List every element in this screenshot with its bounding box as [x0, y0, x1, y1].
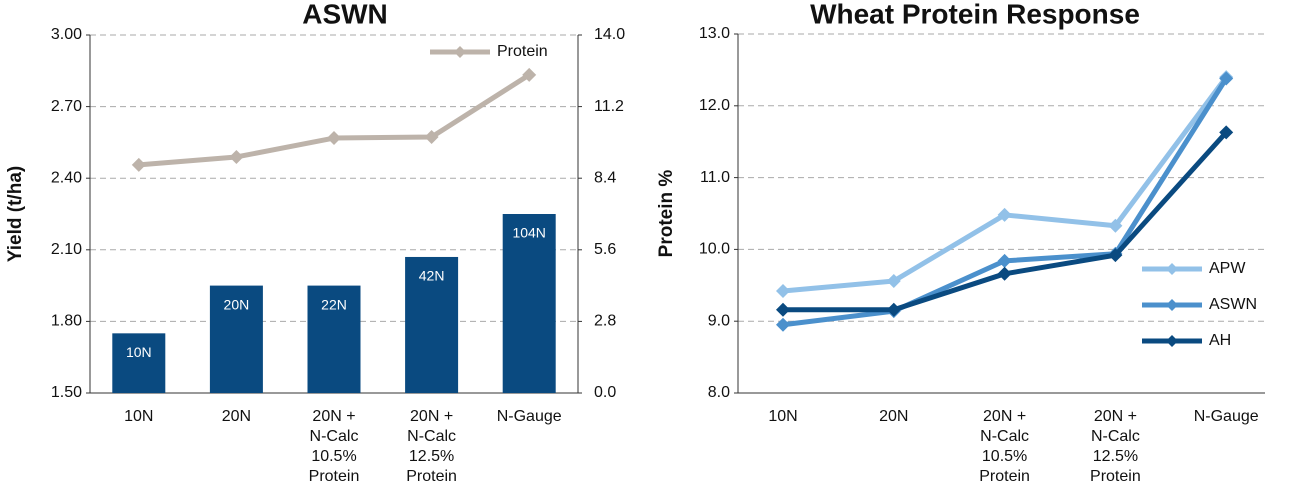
- legend-marker: [1166, 299, 1178, 311]
- legend-label: APW: [1209, 260, 1246, 277]
- x-tick-label: 10N: [124, 408, 154, 425]
- legend-label: ASWN: [1209, 296, 1257, 313]
- legend-label: Protein: [497, 43, 548, 60]
- y-axis-label: Protein %: [656, 170, 677, 258]
- marker: [522, 67, 537, 82]
- chart-title: Wheat Protein Response: [810, 0, 1140, 29]
- y-axis-label: Yield (t/ha): [5, 166, 26, 262]
- marker: [997, 253, 1012, 268]
- marker: [997, 207, 1012, 222]
- marker: [776, 302, 790, 317]
- y-tick-label: 10.0: [699, 241, 730, 258]
- x-tick-label: N-Gauge: [496, 408, 562, 425]
- marker: [229, 149, 244, 164]
- y-tick-label: 8.0: [708, 384, 730, 401]
- legend-label: AH: [1209, 332, 1231, 349]
- y-tick-label: 2.40: [51, 169, 82, 186]
- y-tick-label: 12.0: [699, 97, 730, 114]
- y-tick-label: 1.80: [51, 313, 82, 330]
- line: [782, 77, 1229, 328]
- y2-tick-label: 5.6: [594, 241, 616, 258]
- bar: [112, 333, 166, 393]
- x-tick-label: 20N: [879, 408, 909, 425]
- marker: [131, 157, 146, 172]
- bar: [405, 256, 459, 393]
- x-tick-label: N-Gauge: [1193, 408, 1259, 425]
- y-tick-label: 2.70: [51, 98, 82, 115]
- bar: [502, 214, 556, 393]
- y-tick-label: 9.0: [708, 312, 730, 329]
- bar-label: 22N: [321, 296, 347, 312]
- y-tick-label: 13.0: [699, 25, 730, 42]
- bar-label: 104N: [512, 225, 545, 241]
- x-tick-label: 20N + N-Calc 10.5% Protein: [979, 408, 1030, 485]
- marker: [1108, 218, 1123, 233]
- marker: [997, 266, 1012, 281]
- x-tick-label: 20N + N-Calc 12.5% Protein: [1090, 408, 1141, 485]
- legend-marker: [454, 46, 466, 58]
- bar-label: 10N: [126, 344, 152, 360]
- marker: [424, 130, 439, 145]
- marker: [776, 317, 790, 332]
- bar: [307, 285, 361, 393]
- x-tick-label: 20N: [221, 408, 252, 425]
- y-tick-label: 2.10: [51, 241, 82, 258]
- y2-tick-label: 2.8: [594, 313, 616, 330]
- marker: [1219, 125, 1234, 140]
- line: [138, 72, 531, 168]
- y-tick-label: 3.00: [51, 26, 82, 43]
- legend-marker: [1166, 335, 1178, 347]
- y2-tick-label: 11.2: [594, 98, 624, 115]
- y2-tick-label: 14.0: [594, 26, 625, 43]
- y-tick-label: 1.50: [51, 384, 82, 401]
- marker: [1219, 71, 1234, 86]
- marker: [886, 302, 901, 317]
- marker: [1108, 248, 1123, 263]
- bar-label: 42N: [419, 268, 445, 284]
- x-tick-label: 20N + N-Calc 12.5% Protein: [406, 408, 457, 485]
- x-tick-label: 10N: [768, 408, 798, 425]
- bar: [209, 285, 263, 393]
- bar-label: 20N: [224, 296, 250, 312]
- chart-title: ASWN: [302, 0, 388, 29]
- marker: [886, 273, 901, 288]
- marker: [776, 284, 790, 299]
- marker: [327, 131, 341, 146]
- y2-tick-label: 0.0: [594, 384, 616, 401]
- y-tick-label: 11.0: [700, 169, 730, 186]
- y2-tick-label: 8.4: [594, 169, 616, 186]
- x-tick-label: 20N + N-Calc 10.5% Protein: [308, 408, 360, 485]
- legend-marker: [1166, 263, 1178, 275]
